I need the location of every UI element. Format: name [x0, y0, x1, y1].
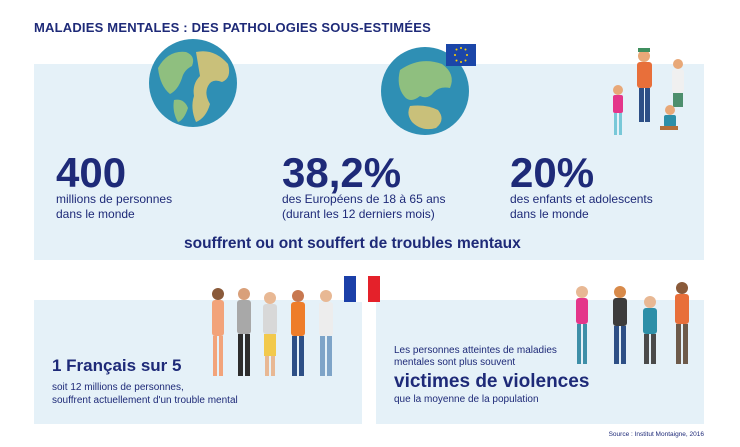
stat-desc-children-line2: dans le monde	[510, 207, 589, 221]
stat-value-children: 20%	[510, 149, 595, 196]
france-headline: 1 Français sur 5	[52, 356, 182, 375]
people-illustration	[212, 288, 333, 376]
stats-panel	[34, 64, 704, 260]
family-illustration	[613, 48, 684, 135]
violence-headline: victimes de violences	[394, 371, 590, 392]
stat-desc-europe-line2: (durant les 12 derniers mois)	[282, 207, 435, 221]
europe-globe-icon	[381, 47, 469, 135]
france-panel	[34, 300, 362, 424]
summary-text: souffrent ou ont souffert de troubles me…	[184, 235, 521, 252]
stat-desc-europe-line1: des Européens de 18 à 65 ans	[282, 192, 446, 206]
stat-desc-children-line1: des enfants et adolescents	[510, 192, 653, 206]
eu-flag-icon	[446, 44, 476, 66]
stat-value-europe: 38,2%	[282, 149, 402, 196]
france-line1: soit 12 millions de personnes,	[52, 382, 184, 393]
page-title: MALADIES MENTALES : DES PATHOLOGIES SOUS…	[34, 20, 431, 35]
france-flag-icon	[344, 276, 380, 302]
france-line2: souffrent actuellement d'un trouble ment…	[52, 395, 238, 406]
violence-line1: Les personnes atteintes de maladies	[394, 345, 557, 356]
globe-icon	[149, 39, 237, 127]
stat-desc-world-line1: millions de personnes	[56, 192, 173, 206]
violence-line3: que la moyenne de la population	[394, 394, 539, 405]
violence-line2: mentales sont plus souvent	[394, 357, 516, 368]
stat-desc-world-line2: dans le monde	[56, 207, 135, 221]
violence-illustration	[576, 282, 689, 364]
source-note: Source : Institut Montaigne, 2016	[608, 431, 704, 438]
stat-value-world: 400	[56, 149, 127, 196]
